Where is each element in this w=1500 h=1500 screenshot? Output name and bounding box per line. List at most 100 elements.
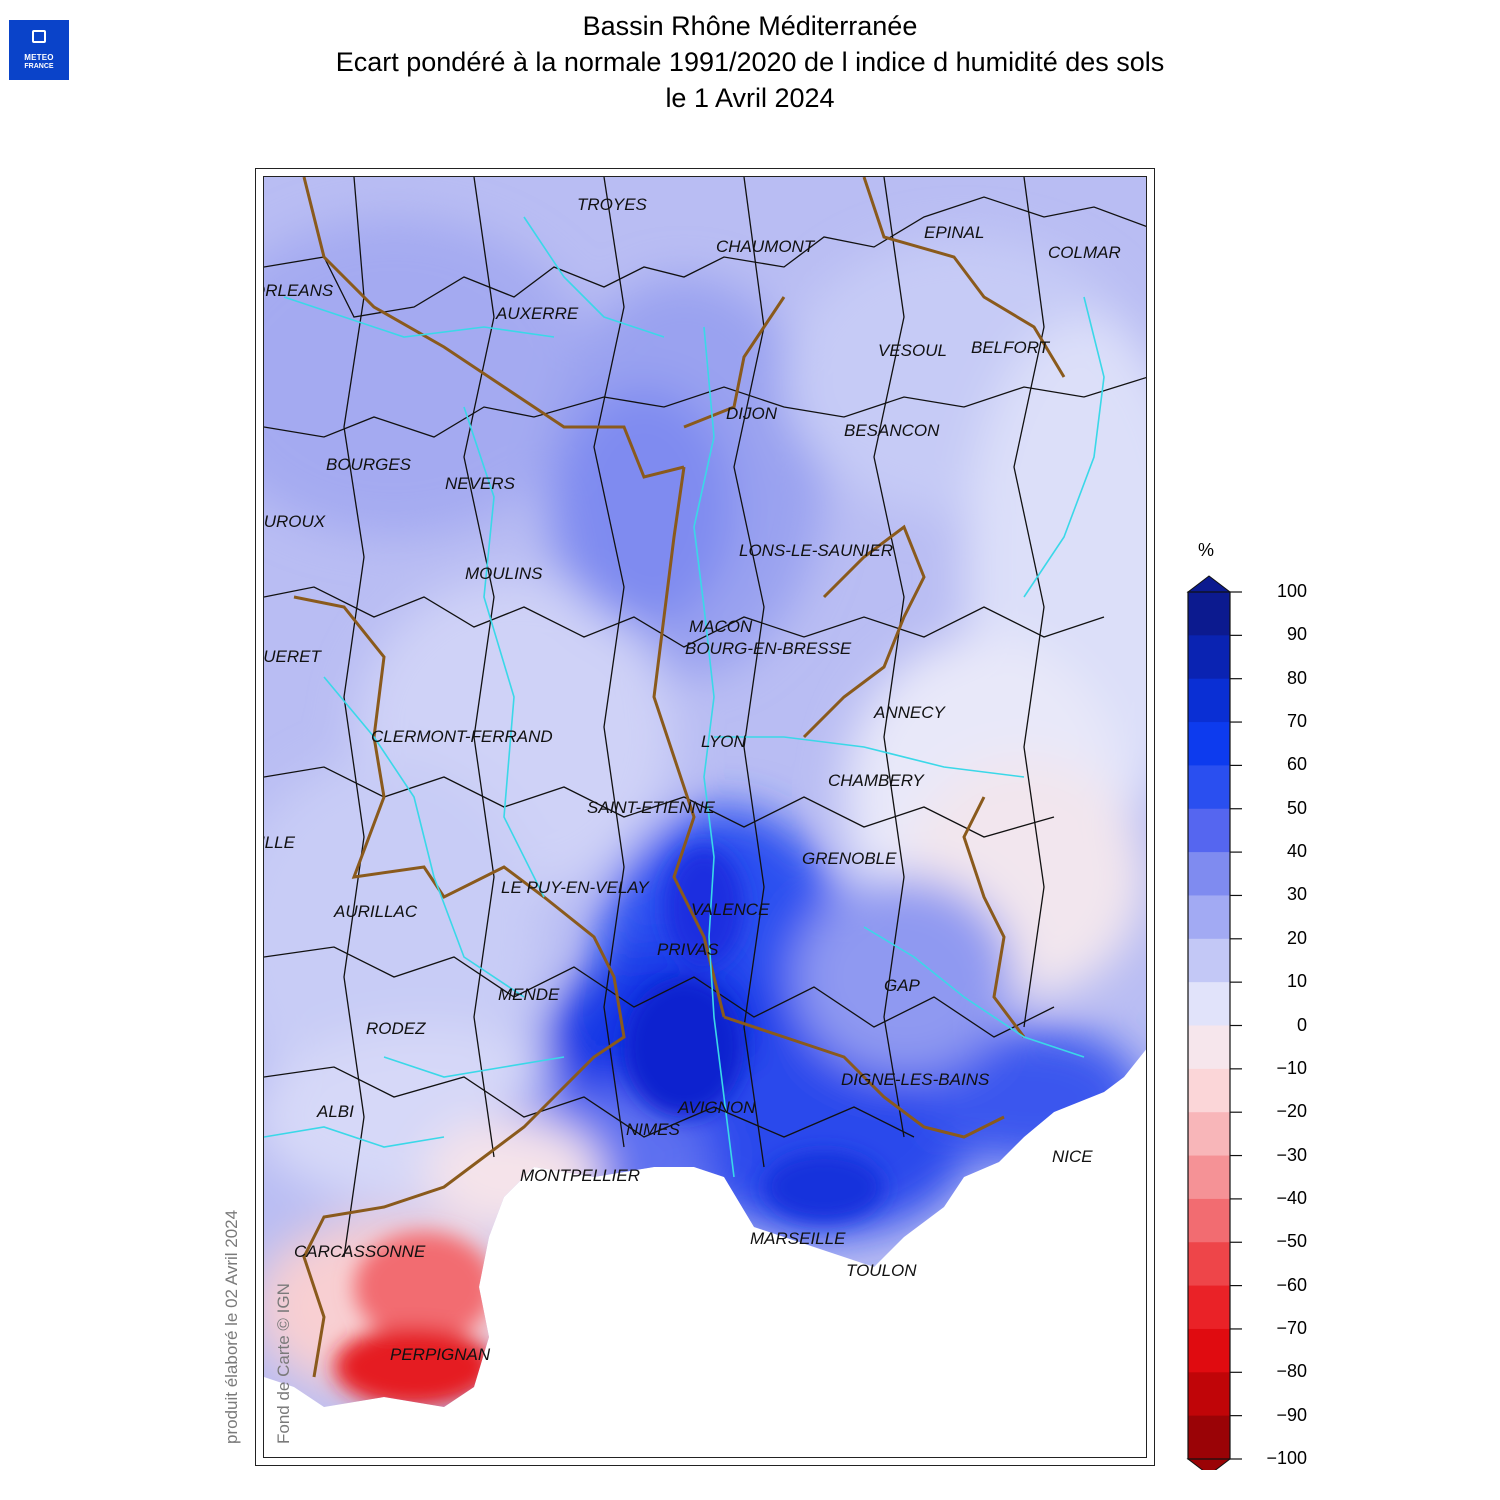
department-boundaries	[264, 177, 1146, 1258]
map-area: TROYES CHAUMONT EPINAL COLMAR ORLEANS AU…	[263, 176, 1147, 1458]
city-label: AURILLAC	[334, 902, 418, 921]
city-label: GAP	[884, 976, 920, 995]
legend-band	[1188, 1112, 1230, 1157]
color-scale	[1186, 575, 1242, 1470]
legend-tick-label: −50	[1276, 1231, 1307, 1252]
logo-text-line1: METEO	[24, 53, 54, 62]
legend-tick-label: 60	[1286, 754, 1307, 775]
legend-tick-label: 30	[1286, 884, 1307, 905]
legend-tick-label: 40	[1286, 841, 1307, 862]
legend-tick-label: −10	[1276, 1057, 1307, 1078]
basemap-credit: Fond de Carte © IGN	[274, 1283, 293, 1444]
city-label: CHAMBERY	[828, 771, 924, 790]
city-label: TOULON	[846, 1261, 917, 1280]
city-label: PRIVAS	[657, 940, 719, 959]
legend-band	[1188, 678, 1230, 723]
city-label: CHATEAUROUX	[263, 512, 326, 531]
legend-tick-label: −60	[1276, 1274, 1307, 1295]
legend-tick-label: −20	[1276, 1101, 1307, 1122]
legend-band	[1188, 1415, 1230, 1460]
legend-band	[1188, 1242, 1230, 1287]
city-label: BESANCON	[844, 421, 940, 440]
legend-band	[1188, 982, 1230, 1026]
legend-band	[1188, 1198, 1230, 1243]
legend-top-arrow	[1186, 575, 1232, 593]
legend-bottom-arrow	[1186, 1458, 1232, 1470]
legend-band	[1188, 1328, 1230, 1373]
legend-tick-label: −90	[1276, 1404, 1307, 1425]
city-label: ORLEANS	[264, 281, 334, 300]
city-label: MENDE	[498, 985, 560, 1004]
legend-band	[1188, 938, 1230, 983]
city-label: GUERET	[263, 647, 321, 666]
legend-band	[1188, 592, 1230, 636]
city-label: ALBI	[317, 1102, 354, 1121]
city-label: TROYES	[577, 195, 647, 214]
city-label: MARSEILLE	[750, 1229, 846, 1248]
soil-moisture-map	[264, 177, 1146, 1407]
legend-unit: %	[1198, 540, 1215, 560]
city-label: GRENOBLE	[802, 849, 897, 868]
city-label: RODEZ	[366, 1019, 426, 1038]
legend-band	[1188, 895, 1230, 940]
regional-boundaries	[293, 177, 1066, 1378]
legend-band	[1188, 765, 1230, 810]
legend-tick-label: −70	[1276, 1317, 1307, 1338]
city-label: VESOUL	[878, 341, 947, 360]
city-label: AUXERRE	[496, 304, 579, 323]
city-label: BOURG-EN-BRESSE	[685, 639, 852, 658]
legend-band	[1188, 1285, 1230, 1330]
city-label: EPINAL	[924, 223, 985, 242]
city-label: BOURGES	[326, 455, 412, 474]
map-subtitle: Ecart pondéré à la normale 1991/2020 de …	[335, 47, 1165, 77]
city-label: CARCASSONNE	[294, 1242, 426, 1261]
city-label: SAINT-ETIENNE	[587, 798, 715, 817]
meteo-france-logo: METEO FRANCE	[9, 20, 69, 80]
legend-bands	[1186, 575, 1232, 1470]
legend-tick-label: −80	[1276, 1361, 1307, 1382]
city-label: BELFORT	[971, 338, 1050, 357]
map-outer-frame	[255, 168, 1155, 1466]
legend-band	[1188, 1068, 1230, 1113]
legend-tick-label: −100	[1266, 1448, 1307, 1468]
city-label: LE PUY-EN-VELAY	[501, 878, 649, 897]
map-title: Bassin Rhône Méditerranée	[582, 11, 918, 41]
logo-text-line2: FRANCE	[24, 63, 54, 70]
city-label: COLMAR	[1048, 243, 1121, 262]
legend-tick-label: 20	[1286, 927, 1307, 948]
city-label: LYON	[701, 732, 746, 751]
legend-tick-label: −40	[1276, 1187, 1307, 1208]
city-label: NEVERS	[445, 474, 515, 493]
legend-tick-label: 80	[1286, 667, 1307, 688]
city-label: VALENCE	[691, 900, 770, 919]
production-credit: produit élaboré le 02 Avril 2024	[222, 1209, 241, 1444]
legend-tick-label: −30	[1276, 1144, 1307, 1165]
city-label: MONTPELLIER	[520, 1166, 640, 1185]
city-label: DIGNE-LES-BAINS	[841, 1070, 990, 1089]
legend-band	[1188, 808, 1230, 853]
legend-tick-label: 50	[1286, 797, 1307, 818]
legend-ticks	[1187, 591, 1242, 1460]
legend-tick-label: 10	[1286, 971, 1307, 992]
city-label: PERPIGNAN	[390, 1345, 491, 1364]
city-label: LONS-LE-SAUNIER	[739, 541, 893, 560]
legend-band	[1188, 852, 1230, 896]
rivers	[264, 216, 1105, 1178]
city-label: AVIGNON	[678, 1098, 756, 1117]
city-label: NICE	[1052, 1147, 1093, 1166]
legend-tick-label: 70	[1286, 711, 1307, 732]
legend-tick-label: 100	[1276, 581, 1307, 601]
legend-band	[1188, 1025, 1230, 1070]
legend-tick-label: 0	[1296, 1014, 1307, 1035]
map-date: le 1 Avril 2024	[665, 83, 835, 113]
city-label: ANNECY	[874, 703, 945, 722]
legend-band	[1188, 1372, 1230, 1417]
legend-tick-label: 90	[1286, 624, 1307, 645]
city-label: NIMES	[626, 1120, 680, 1139]
city-label: MACON	[689, 617, 753, 636]
city-label: CHAUMONT	[716, 237, 815, 256]
logo-mark-icon	[32, 30, 46, 43]
city-label: MOULINS	[465, 564, 543, 583]
legend-band	[1188, 635, 1230, 680]
legend-band	[1188, 722, 1230, 766]
